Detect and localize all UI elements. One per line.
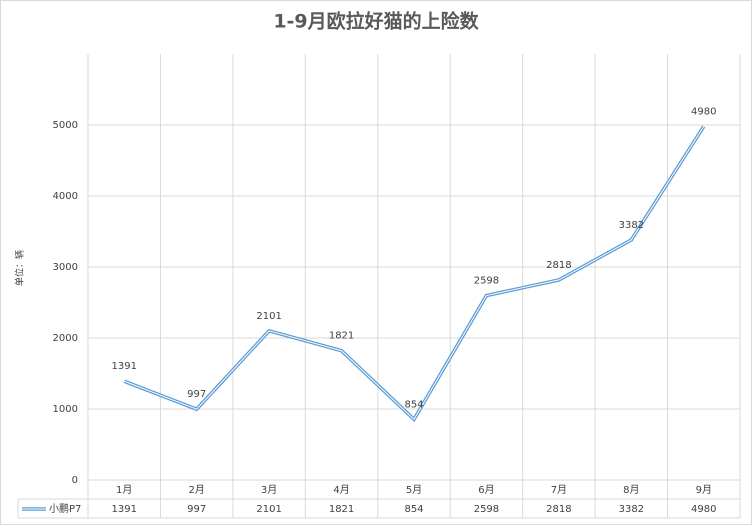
data-label: 2818 [546, 260, 571, 271]
y-axis-label: 单位：辆 [14, 250, 26, 286]
data-label: 1391 [111, 361, 136, 372]
data-label: 3382 [619, 220, 644, 231]
x-tick-label: 2月 [188, 484, 204, 496]
table-value: 2101 [256, 504, 281, 515]
table-value: 2818 [546, 504, 571, 515]
table-value: 1821 [329, 504, 354, 515]
chart-title: 1-9月欧拉好猫的上险数 [273, 10, 479, 33]
x-tick-label: 8月 [623, 484, 639, 496]
y-tick-label: 0 [72, 475, 78, 486]
table-value: 3382 [619, 504, 644, 515]
series-line-highlight [124, 126, 705, 421]
table-value: 2598 [474, 504, 499, 515]
data-label: 4980 [691, 106, 716, 117]
y-tick-label: 3000 [53, 262, 78, 273]
x-tick-label: 7月 [551, 484, 567, 496]
data-label: 854 [404, 399, 423, 410]
y-tick-label: 5000 [53, 120, 78, 131]
table-value: 997 [187, 504, 206, 515]
x-tick-label: 9月 [696, 484, 712, 496]
data-label: 2101 [256, 311, 281, 322]
table-value: 854 [404, 504, 423, 515]
table-value: 4980 [691, 504, 716, 515]
y-tick-label: 1000 [53, 404, 78, 415]
table-value: 1391 [111, 504, 136, 515]
x-tick-label: 5月 [406, 484, 422, 496]
x-tick-label: 3月 [261, 484, 277, 496]
data-label: 1821 [329, 331, 354, 342]
data-label: 2598 [474, 276, 499, 287]
x-tick-label: 6月 [478, 484, 494, 496]
data-label: 997 [187, 389, 206, 400]
x-tick-label: 1月 [116, 484, 132, 496]
y-tick-label: 2000 [53, 333, 78, 344]
legend-label: 小鹏P7 [49, 502, 81, 515]
x-tick-label: 4月 [333, 484, 349, 496]
y-tick-label: 4000 [53, 191, 78, 202]
